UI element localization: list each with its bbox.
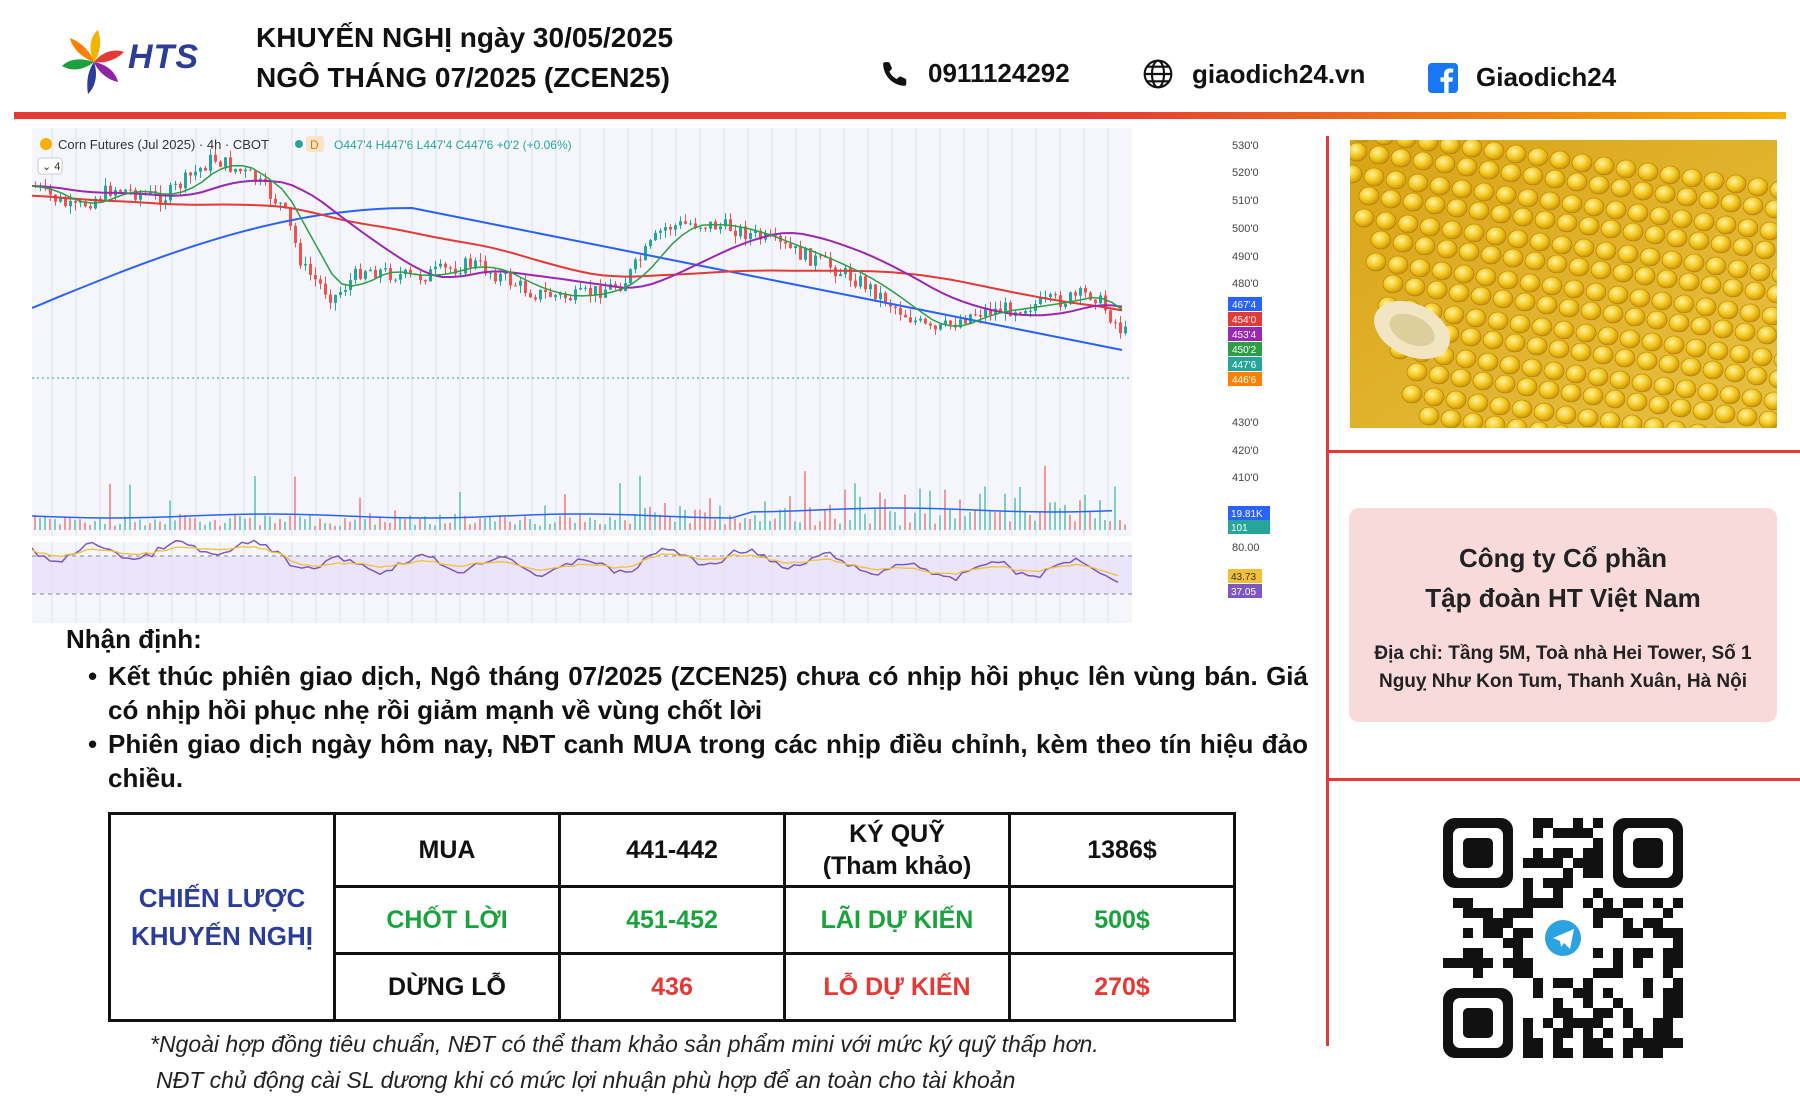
strategy-table: CHIẾN LƯỢC KHUYẾN NGHỊ MUA 441-442 KÝ QU… (108, 812, 1236, 1022)
bullet-text: Phiên giao dịch ngày hôm nay, NĐT canh M… (108, 729, 1308, 793)
expected-loss-label: LỖ DỰ KIẾN (783, 952, 1011, 1022)
ma-50-line (32, 179, 1123, 317)
hts-logo (62, 30, 124, 94)
margin-amount: 1386$ (1008, 812, 1236, 888)
price-badge-label: 450'2 (1232, 345, 1257, 356)
price-axis: 530'0 520'0 510'0 500'0 490'0 480'0 430'0 420'0… (1228, 140, 1270, 598)
expected-profit-amount: 500$ (1008, 885, 1236, 955)
buy-range: 441-442 (558, 812, 786, 888)
volume-badge (1228, 520, 1270, 534)
action-buy: MUA (333, 812, 561, 888)
website-contact[interactable]: giaodich24.vn (1142, 58, 1365, 90)
analysis-bullet: • Kết thúc phiên giao dịch, Ngô tháng 07… (88, 659, 1308, 727)
header-divider (14, 112, 1786, 119)
ohlc-readout: O447'4 H447'6 L447'4 C447'6 +0'2 (+0.06%… (334, 138, 572, 152)
footnote: *Ngoài hợp đồng tiêu chuẩn, NĐT có thể t… (150, 1026, 1370, 1098)
price-badge-label: 467'4 (1232, 300, 1257, 311)
price-tick: 490'0 (1232, 251, 1259, 263)
volume-badge-label: 101 (1231, 523, 1248, 534)
action-take-profit: CHỐT LỜI (333, 885, 561, 955)
indicator-count: ⌄ 4 (42, 161, 60, 173)
company-name: Công ty Cổ phần Tập đoàn HT Việt Nam (1425, 543, 1701, 613)
facebook-name: Giaodich24 (1476, 62, 1617, 92)
price-badge (1228, 312, 1262, 326)
interval-badge: D (310, 138, 319, 152)
telegram-qr-code[interactable] (1443, 818, 1683, 1058)
price-badge (1228, 297, 1262, 311)
action-stop-loss: DỪNG LỖ (333, 952, 561, 1022)
bullet-text: Kết thúc phiên giao dịch, Ngô tháng 07/2… (108, 661, 1308, 725)
price-tick: 500'0 (1232, 223, 1259, 235)
right-divider-1 (1326, 450, 1800, 453)
footnote-line-1: *Ngoài hợp đồng tiêu chuẩn, NĐT có thể t… (150, 1031, 1099, 1057)
volume-ma-line (32, 507, 1113, 519)
analysis-bullet: • Phiên giao dịch ngày hôm nay, NĐT canh… (88, 727, 1308, 795)
strategy-header: CHIẾN LƯỢC KHUYẾN NGHỊ (108, 812, 336, 1022)
report-subtitle: NGÔ THÁNG 07/2025 (ZCEN25) (256, 62, 670, 93)
price-chart: Corn Futures (Jul 2025) · 4h · CBOT D O4… (32, 128, 1270, 623)
volume-badge (1228, 506, 1270, 520)
rsi-line (32, 539, 1119, 583)
price-badge-label: 446'6 (1232, 375, 1257, 386)
table-row: CHỐT LỜI 451-452 LÃI DỰ KIẾN 500$ (110, 885, 1236, 955)
expected-loss-amount: 270$ (1008, 952, 1236, 1022)
ma-100-line (32, 194, 1123, 312)
price-tick: 520'0 (1232, 167, 1259, 179)
rsi-badge (1228, 584, 1262, 598)
right-column-divider (1326, 136, 1329, 1046)
facebook-contact[interactable]: Giaodich24 (1428, 62, 1616, 93)
price-badge (1228, 372, 1262, 386)
table-row: CHIẾN LƯỢC KHUYẾN NGHỊ MUA 441-442 KÝ QU… (108, 812, 1236, 1022)
rsi-tick: 80.00 (1232, 542, 1260, 554)
website-url: giaodich24.vn (1192, 58, 1366, 89)
rsi-badge (1228, 569, 1262, 583)
company-address: Địa chỉ: Tầng 5M, Toà nhà Hei Tower, Số … (1374, 643, 1752, 692)
footnote-line-2: NĐT chủ động cài SL dương khi có mức lợi… (156, 1067, 1016, 1093)
facebook-icon (1428, 62, 1458, 93)
globe-icon (1143, 59, 1173, 89)
rsi-badge-label: 37.05 (1231, 587, 1256, 598)
market-status-dot (295, 140, 303, 148)
indicator-toggle[interactable] (37, 157, 63, 175)
chart-symbol: Corn Futures (Jul 2025) · 4h · CBOT (58, 137, 269, 152)
stop-loss-value: 436 (558, 952, 786, 1022)
brand-name: HTS (128, 38, 199, 76)
rsi-band (32, 556, 1132, 594)
analysis-heading: Nhận định: (66, 624, 202, 654)
price-badge-label: 454'0 (1232, 315, 1257, 326)
phone-contact[interactable]: 0911124292 (880, 58, 1070, 89)
take-profit-range: 451-452 (558, 885, 786, 955)
rsi-ma-line (32, 545, 1119, 577)
phone-icon (883, 61, 907, 86)
phone-number: 0911124292 (928, 58, 1070, 88)
volume-badge-label: 19.81K (1231, 509, 1263, 520)
price-tick: 430'0 (1232, 417, 1259, 429)
right-divider-2 (1326, 778, 1800, 781)
ma-20-line (32, 164, 1123, 327)
corn-photo (1350, 140, 1777, 428)
report-title: KHUYẾN NGHỊ ngày 30/05/2025 (256, 22, 674, 53)
rsi-badge-label: 43.73 (1231, 572, 1256, 583)
symbol-icon (40, 138, 52, 150)
table-row: DỪNG LỖ 436 LỖ DỰ KIẾN 270$ (110, 952, 1236, 1022)
price-badge-label: 453'4 (1232, 330, 1257, 341)
bullet-dot: • (88, 729, 98, 759)
company-info-box: Công ty Cổ phần Tập đoàn HT Việt Nam Địa… (1349, 508, 1777, 722)
ma-200-line (32, 206, 1123, 351)
price-badge (1228, 327, 1262, 341)
price-tick: 530'0 (1232, 140, 1259, 152)
price-tick: 420'0 (1232, 445, 1259, 457)
pane-separator (32, 536, 1132, 542)
interval-badge-bg (306, 136, 324, 152)
expected-profit-label: LÃI DỰ KIẾN (783, 885, 1011, 955)
bullet-dot: • (88, 661, 98, 691)
price-tick: 510'0 (1232, 195, 1259, 207)
price-tick: 480'0 (1232, 278, 1259, 290)
price-badge (1228, 357, 1262, 371)
margin-label: KÝ QUỸ (Tham khảo) (783, 812, 1011, 888)
price-badge (1228, 342, 1262, 356)
price-tick: 410'0 (1232, 472, 1259, 484)
price-badge-label: 447'6 (1232, 360, 1257, 371)
